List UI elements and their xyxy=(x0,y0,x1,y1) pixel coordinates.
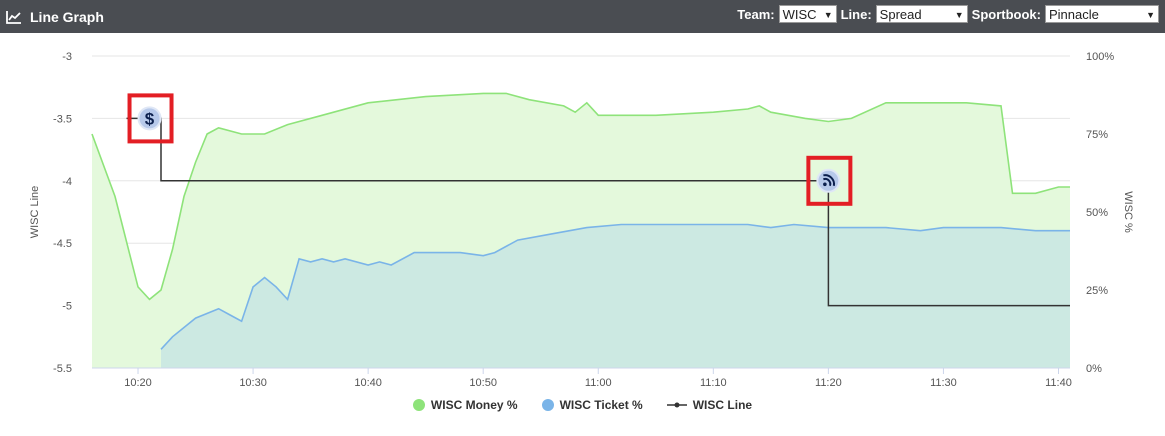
y-right-tick-label: 50% xyxy=(1086,207,1108,219)
money-line xyxy=(91,92,1070,301)
chevron-down-icon: ▼ xyxy=(823,10,833,20)
y-left-tick-label: -4 xyxy=(62,176,72,188)
sportbook-select[interactable]: Pinnacle ▼ xyxy=(1045,5,1159,23)
sportbook-select-value: Pinnacle xyxy=(1049,7,1099,22)
x-tick-label: 10:50 xyxy=(469,377,497,389)
x-tick-label: 10:20 xyxy=(124,377,152,389)
team-select[interactable]: WISC ▼ xyxy=(778,5,837,23)
ticket-area xyxy=(161,224,1070,368)
y-left-tick-label: -4.5 xyxy=(53,238,72,250)
y-left-tick-label: -5.5 xyxy=(53,363,72,375)
x-tick-label: 11:40 xyxy=(1045,377,1072,389)
line-select[interactable]: Spread ▼ xyxy=(875,5,968,23)
y-right-tick-label: 75% xyxy=(1086,129,1108,141)
annotation-highlight-box xyxy=(127,93,174,144)
line-chart: -3 -3.5 -4 -4.5 -5 -5.5 100% 75% 50% 25% 0% WISC Li… xyxy=(29,51,1134,389)
chart-header: Line Graph Team: WISC ▼ Line: Spread ▼ S… xyxy=(0,0,1165,33)
x-tick-label: 10:30 xyxy=(239,377,267,389)
legend-item-money[interactable]: WISC Money % xyxy=(412,398,518,412)
annotation-highlight-box xyxy=(806,155,853,206)
line-label: Line: xyxy=(840,6,872,22)
y-right-axis-title: WISC % xyxy=(1122,191,1134,233)
line-select-value: Spread xyxy=(879,7,922,22)
legend-marker-money xyxy=(412,399,425,411)
x-tick-label: 11:30 xyxy=(930,377,957,389)
y-left-tick-label: -3 xyxy=(62,51,72,63)
x-tick-label: 11:10 xyxy=(700,377,727,389)
annotation-marker[interactable] xyxy=(137,106,162,131)
team-select-value: WISC xyxy=(782,7,817,22)
header-title-group: Line Graph xyxy=(6,0,104,33)
x-tick-label: 10:40 xyxy=(354,377,382,389)
sportbook-label: Sportbook: xyxy=(971,6,1041,22)
y-right-tick-label: 0% xyxy=(1086,363,1102,375)
y-left-axis-title: WISC Line xyxy=(29,186,41,239)
y-left-tick-label: -5 xyxy=(62,301,72,313)
line-chart-icon xyxy=(6,10,21,24)
legend-item-line[interactable]: WISC Line xyxy=(666,398,753,412)
rss-icon-wave xyxy=(823,177,832,187)
x-tick-label: 11:00 xyxy=(585,377,612,389)
y-right-tick-label: 100% xyxy=(1086,51,1114,63)
team-label: Team: xyxy=(737,6,775,22)
legend-marker-line xyxy=(666,402,687,408)
chart-legend: WISC Money % WISC Ticket % WISC Line xyxy=(0,398,1165,412)
y-left-tick-label: -3.5 xyxy=(53,113,72,125)
page-title: Line Graph xyxy=(30,8,104,25)
chart-controls: Team: WISC ▼ Line: Spread ▼ Sportbook: P… xyxy=(737,5,1159,23)
legend-item-ticket[interactable]: WISC Ticket % xyxy=(541,398,643,412)
rss-icon xyxy=(823,182,827,187)
chevron-down-icon: ▼ xyxy=(1146,10,1155,20)
ticket-line xyxy=(160,223,1070,350)
legend-label-money: WISC Money % xyxy=(430,398,518,412)
rss-icon-wave xyxy=(823,174,835,186)
legend-label-ticket: WISC Ticket % xyxy=(559,398,643,412)
y-right-tick-label: 25% xyxy=(1086,285,1108,297)
x-tick-label: 11:20 xyxy=(815,377,842,389)
legend-marker-ticket xyxy=(541,399,554,411)
chevron-down-icon: ▼ xyxy=(954,10,964,20)
dollar-icon: $ xyxy=(145,109,155,128)
legend-label-line: WISC Line xyxy=(692,398,753,412)
